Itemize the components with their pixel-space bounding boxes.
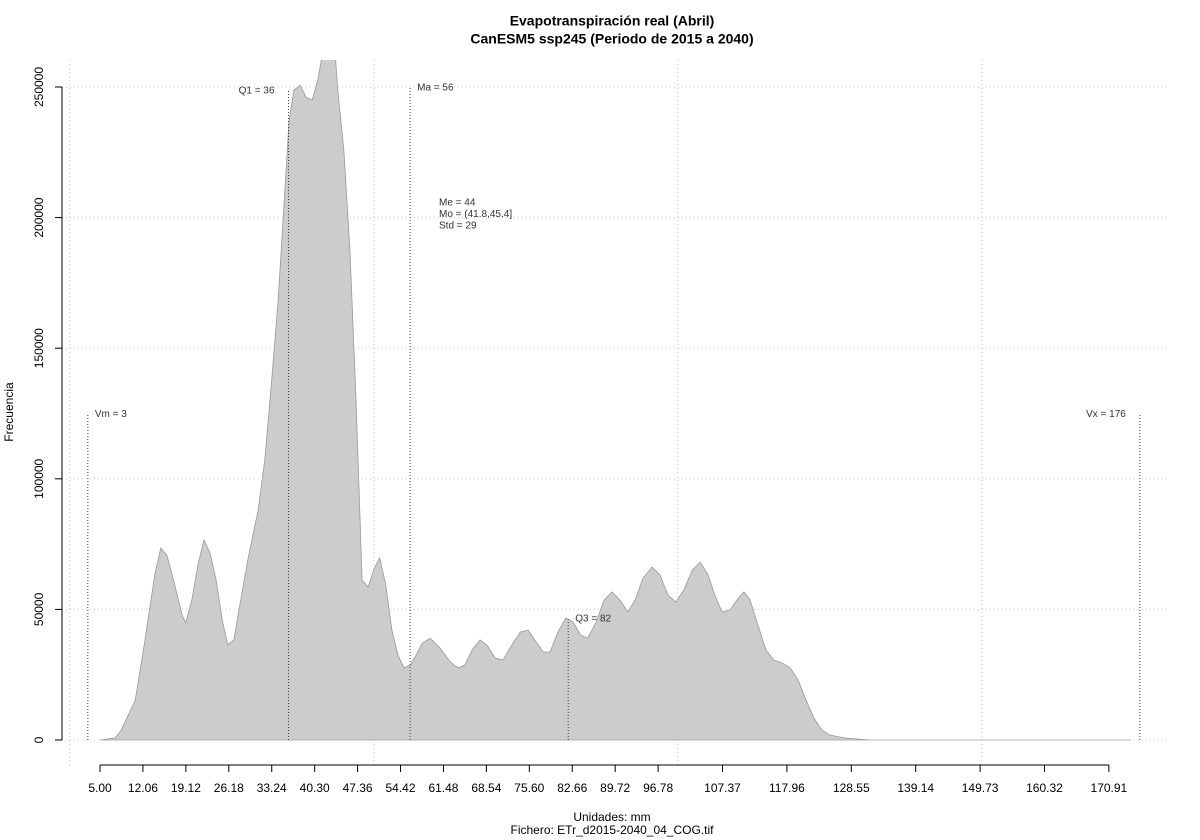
x-tick-label: 89.72: [600, 781, 630, 795]
y-tick-label: 50000: [32, 592, 46, 626]
x-tick-label: 12.06: [128, 781, 158, 795]
x-tick-label: 40.30: [300, 781, 330, 795]
x-tick-label: 96.78: [643, 781, 673, 795]
plot-area: [99, 60, 1131, 741]
x-tick-label: 128.55: [833, 781, 870, 795]
annotation-label: Q1 = 36: [239, 85, 275, 96]
y-tick-label: 250000: [32, 67, 46, 107]
x-tick-label: 139.14: [897, 781, 934, 795]
x-tick-label: 170.91: [1091, 781, 1128, 795]
annotation-label: Q3 = 82: [575, 614, 611, 625]
x-tick-label: 68.54: [471, 781, 501, 795]
annotation-label: Vm = 3: [95, 409, 127, 420]
x-tick-label: 47.36: [343, 781, 373, 795]
stats-label: Std = 29: [439, 221, 477, 232]
x-tick-label: 26.18: [214, 781, 244, 795]
y-tick-label: 0: [32, 736, 46, 743]
chart-title: Evapotranspiración real (Abril): [510, 13, 715, 29]
x-tick-label: 19.12: [171, 781, 201, 795]
y-tick-label: 100000: [32, 458, 46, 498]
density-area: [99, 60, 1131, 741]
chart-subtitle: CanESM5 ssp245 (Periodo de 2015 a 2040): [470, 31, 753, 47]
x-tick-label: 75.60: [514, 781, 544, 795]
x-tick-label: 54.42: [386, 781, 416, 795]
x-tick-label: 107.37: [704, 781, 741, 795]
x-tick-label: 117.96: [769, 781, 805, 795]
x-tick-label: 149.73: [962, 781, 999, 795]
x-tick-label: 82.66: [557, 781, 587, 795]
annotation-label: Ma = 56: [417, 83, 454, 94]
x-tick-label: 61.48: [428, 781, 458, 795]
footnote: Fichero: ETr_d2015-2040_04_COG.tif: [511, 823, 715, 837]
y-axis-label: Frecuencia: [2, 382, 16, 442]
y-tick-label: 150000: [32, 328, 46, 368]
x-tick-label: 33.24: [257, 781, 287, 795]
stats-label: Me = 44: [439, 198, 476, 209]
y-tick-label: 200000: [32, 197, 46, 237]
annotation-label: Vx = 176: [1086, 409, 1126, 420]
stats-label: Mo = (41.8,45.4]: [439, 209, 512, 220]
x-axis-label: Unidades: mm: [573, 810, 650, 824]
x-tick-label: 160.32: [1026, 781, 1063, 795]
x-tick-label: 5.00: [88, 781, 112, 795]
